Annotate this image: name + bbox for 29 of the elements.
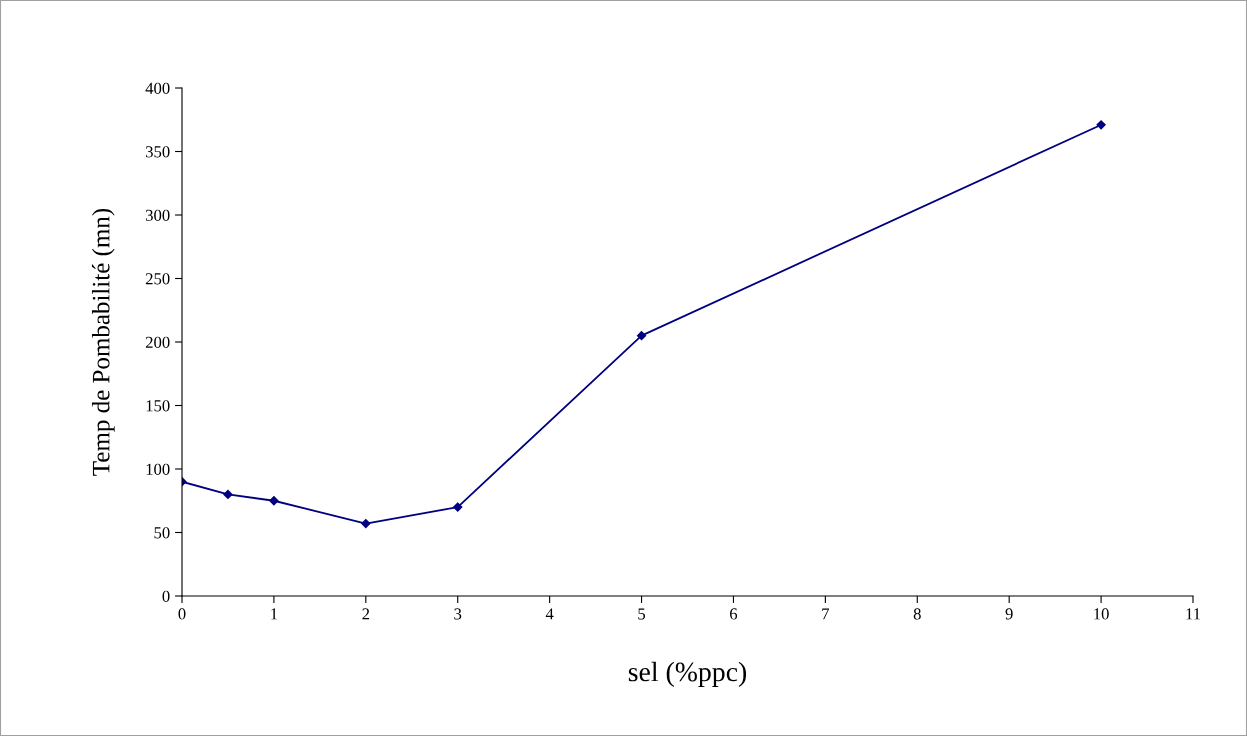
x-tick-label: 5 [638, 608, 646, 620]
y-tick-label: 300 [145, 209, 170, 221]
y-tick-label: 0 [162, 590, 170, 602]
y-axis-title: Temp de Pombabilité (mn) [91, 208, 115, 476]
y-tick-label: 50 [154, 527, 170, 539]
point [269, 496, 279, 506]
y-tick-label: 100 [146, 463, 170, 475]
x-tick-label: 1 [271, 608, 278, 620]
x-tick-label: 10 [1094, 608, 1109, 620]
x-tick-label: 7 [822, 608, 830, 620]
y-tick-label: 400 [145, 82, 170, 94]
x-axis-title: sel (%ppc) [628, 661, 747, 687]
x-tick-label: 9 [1005, 608, 1013, 620]
x-tick-label: 2 [362, 608, 370, 620]
y-tick-label: 150 [146, 400, 170, 412]
x-tick-label: 3 [454, 608, 462, 620]
x-tick-label: 0 [178, 608, 186, 620]
y-tick-label: 350 [145, 146, 170, 158]
point [361, 518, 371, 529]
x-tick-label: 8 [913, 608, 921, 620]
point [1096, 120, 1106, 130]
y-tick-label: 250 [145, 273, 170, 285]
x-tick-label: 4 [545, 608, 554, 620]
y-tick-label: 200 [145, 336, 170, 348]
point [223, 489, 233, 500]
x-tick-label: 6 [730, 608, 738, 620]
point [453, 502, 463, 512]
x-tick-label: 11 [1186, 608, 1201, 620]
point [636, 331, 647, 341]
